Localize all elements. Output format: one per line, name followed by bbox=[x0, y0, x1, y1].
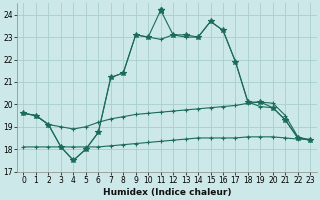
X-axis label: Humidex (Indice chaleur): Humidex (Indice chaleur) bbox=[103, 188, 231, 197]
